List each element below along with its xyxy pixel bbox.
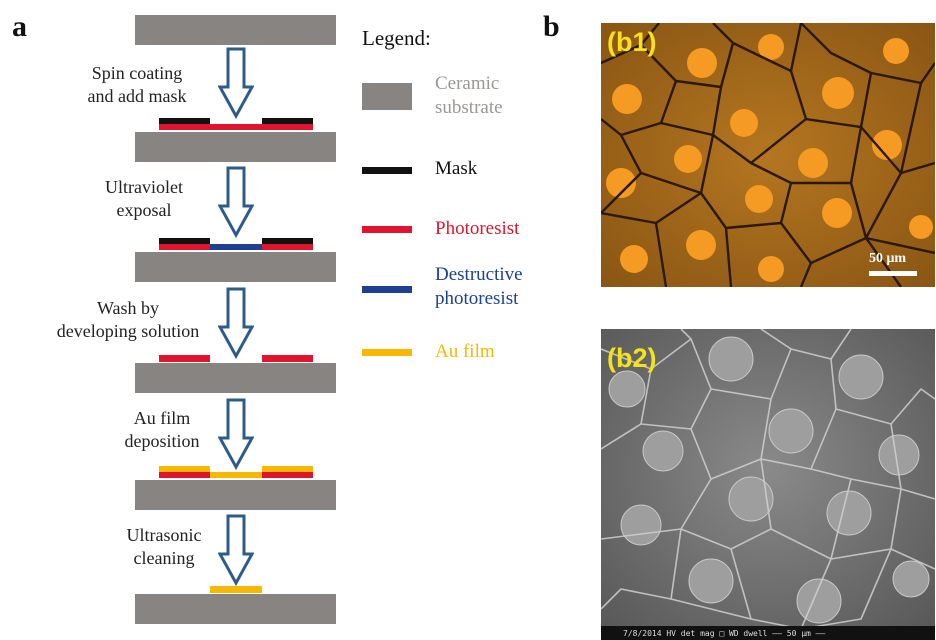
- mask-right: [262, 118, 313, 124]
- sem-info-bar: 7/8/2014 HV det mag □ WD dwell —— 50 μm …: [601, 626, 935, 640]
- photoresist-left: [159, 472, 210, 478]
- step-label-1: Spin coating and add mask: [87, 63, 187, 106]
- mask-right: [262, 238, 313, 244]
- micrograph-label-b2: (b2): [607, 343, 657, 373]
- substrate-stage-0: [135, 15, 336, 45]
- mask-left: [159, 238, 210, 244]
- legend-swatch-substrate: [362, 83, 412, 110]
- destructive-photoresist: [210, 244, 262, 250]
- mask-left: [159, 118, 210, 124]
- scale-bar-label: 50 μm: [869, 251, 907, 266]
- step-label-2: Ultraviolet exposal: [105, 177, 183, 220]
- down-arrow-icon: [218, 287, 254, 359]
- legend-swatch-destructive: [362, 286, 412, 293]
- substrate-stage-4: [135, 480, 336, 510]
- step-label-4: Au film deposition: [124, 408, 200, 451]
- legend-label-mask: Mask: [435, 158, 478, 179]
- photoresist-layer: [159, 124, 313, 130]
- scale-bar: [869, 271, 917, 276]
- legend-label-au-film: Au film: [435, 341, 495, 362]
- step-label-5: Ultrasonic cleaning: [126, 525, 202, 568]
- photoresist-right: [262, 355, 313, 362]
- legend-label-substrate: Ceramic substrate: [435, 73, 503, 118]
- sem-texture: [601, 329, 935, 640]
- substrate-stage-2: [135, 252, 336, 282]
- substrate-stage-5: [135, 594, 336, 624]
- au-film-pattern: [210, 586, 262, 593]
- legend-swatch-photoresist: [362, 226, 412, 233]
- substrate-stage-3: [135, 363, 336, 393]
- down-arrow-icon: [218, 398, 254, 470]
- optical-micrograph: (b1) 50 μm: [601, 23, 935, 287]
- down-arrow-icon: [218, 47, 254, 119]
- legend-label-destructive: Destructive photoresist: [435, 264, 523, 309]
- down-arrow-icon: [218, 166, 254, 238]
- legend-label-photoresist: Photoresist: [435, 218, 520, 239]
- au-film-center: [210, 472, 262, 478]
- au-film-right: [262, 466, 313, 472]
- step-label-3: Wash by developing solution: [56, 298, 200, 341]
- legend-swatch-au-film: [362, 349, 412, 356]
- legend-swatch-mask: [362, 167, 412, 174]
- photoresist-left: [159, 244, 210, 250]
- micrograph-label-b1: (b1): [607, 27, 657, 57]
- panel-label-b: b: [543, 10, 560, 43]
- panel-label-a: a: [12, 10, 27, 43]
- sem-micrograph: (b2) 7/8/2014 HV det mag □ WD dwell —— 5…: [601, 329, 935, 640]
- photoresist-right: [262, 472, 313, 478]
- optical-texture: [601, 23, 935, 287]
- photoresist-right: [262, 244, 313, 250]
- au-film-left: [159, 466, 210, 472]
- down-arrow-icon: [218, 514, 254, 586]
- substrate-stage-1: [135, 132, 336, 162]
- photoresist-left: [159, 355, 210, 362]
- legend-title: Legend:: [362, 26, 431, 50]
